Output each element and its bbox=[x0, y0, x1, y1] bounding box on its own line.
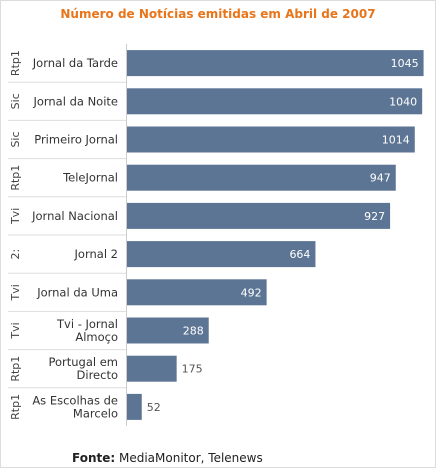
category-label: Primeiro Jornal bbox=[34, 133, 118, 147]
source-footer: Fonte: MediaMonitor, Telenews bbox=[72, 451, 263, 465]
value-label: 52 bbox=[147, 401, 161, 414]
value-label: 947 bbox=[370, 172, 391, 185]
value-label: 664 bbox=[289, 248, 310, 261]
category-label: Directo bbox=[77, 368, 118, 382]
category-label: Marcelo bbox=[73, 406, 118, 420]
category-label: TeleJornal bbox=[62, 171, 118, 185]
bar bbox=[127, 202, 391, 229]
bar bbox=[127, 279, 267, 306]
group-label: 2: bbox=[9, 249, 22, 260]
group-label: Sic bbox=[9, 93, 22, 109]
chart-title: Número de Notícias emitidas em Abril de … bbox=[60, 7, 376, 21]
group-label: Tvi bbox=[9, 284, 22, 301]
value-label: 288 bbox=[183, 325, 204, 338]
category-label: Portugal em bbox=[48, 355, 118, 369]
category-label: Jornal Nacional bbox=[31, 209, 118, 223]
group-label: Rtp1 bbox=[9, 394, 22, 420]
value-label: 492 bbox=[241, 286, 262, 299]
bar bbox=[127, 88, 423, 115]
group-label: Tvi bbox=[9, 208, 22, 225]
bar bbox=[127, 164, 396, 191]
source-label: Fonte: bbox=[72, 451, 116, 465]
value-label: 1014 bbox=[382, 134, 410, 147]
category-label: Jornal 2 bbox=[74, 247, 118, 261]
group-label: Rtp1 bbox=[9, 356, 22, 382]
category-label: Jornal da Tarde bbox=[32, 56, 118, 70]
category-label: Jornal da Noite bbox=[32, 94, 118, 108]
bar bbox=[127, 241, 316, 268]
bar bbox=[127, 355, 177, 382]
category-label: Almoço bbox=[75, 330, 118, 344]
bar bbox=[127, 126, 415, 153]
bar bbox=[127, 393, 142, 420]
category-label: As Escolhas de bbox=[32, 393, 118, 407]
value-label: 1040 bbox=[389, 95, 417, 108]
category-label: Tvi - Jornal bbox=[56, 317, 118, 331]
source-text: MediaMonitor, Telenews bbox=[115, 451, 263, 465]
category-label: Jornal da Uma bbox=[36, 285, 118, 299]
group-label: Tvi bbox=[9, 322, 22, 339]
bar bbox=[127, 317, 209, 344]
group-label: Rtp1 bbox=[9, 50, 22, 76]
bar bbox=[127, 50, 424, 77]
value-label: 175 bbox=[182, 363, 203, 376]
value-label: 1045 bbox=[391, 57, 419, 70]
group-label: Sic bbox=[9, 131, 22, 147]
group-label: Rtp1 bbox=[9, 165, 22, 191]
value-label: 927 bbox=[364, 210, 385, 223]
